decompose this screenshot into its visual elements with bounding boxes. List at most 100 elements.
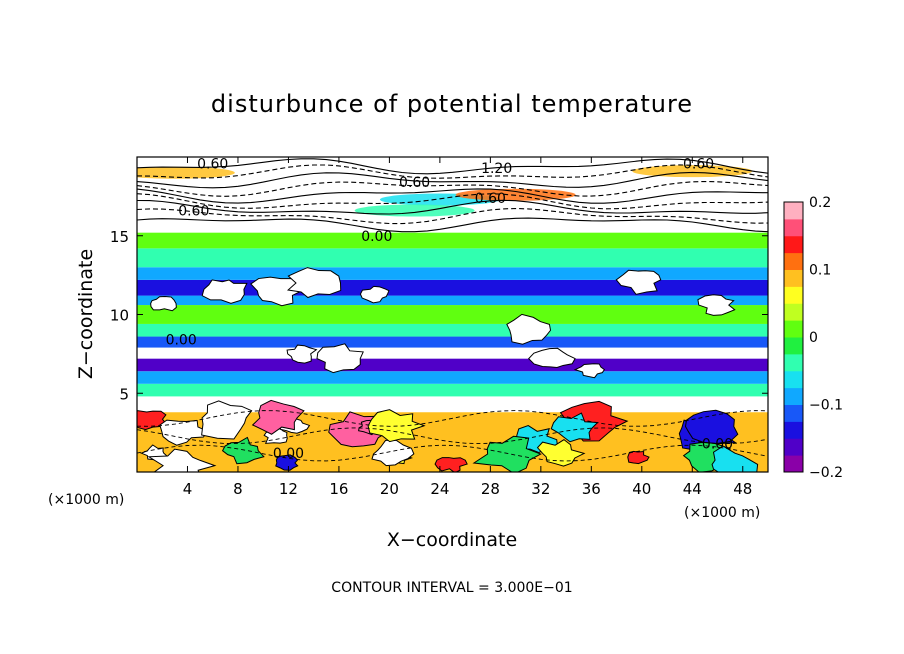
x-tick-label: 16 [329,480,348,498]
x-unit-right: (×1000 m) [684,505,760,521]
contour-label: 1.20 [481,161,512,177]
turbulent-blob [251,399,305,435]
turbulent-blob [147,448,217,472]
white-patch [697,294,736,316]
turbulent-blob [711,445,759,472]
turbulent-blob [201,400,253,440]
contour-line [137,199,768,215]
colorbar-tick-label: 0.2 [809,195,831,211]
contour-line [137,193,768,210]
colorbar-swatch [784,421,803,439]
turbulent-blob [536,439,586,467]
colorbar-swatch [784,303,803,321]
contour-line [137,171,768,189]
contour-label: 0.00 [361,229,392,245]
contour-line [137,217,768,233]
band-11 [137,267,768,280]
upper-streak [137,166,235,179]
x-tick-label: 28 [481,480,500,498]
x-tick-label: 48 [733,480,752,498]
colorbar-frame [783,201,804,473]
colorbar-swatch [784,320,803,338]
contour-line [137,180,768,197]
contour-line [137,444,768,462]
x-tick-label: 12 [279,480,298,498]
turbulent-blob [137,410,167,431]
turbulent-blob [371,439,415,467]
band-8 [137,305,768,324]
colorbar-swatch [784,337,803,355]
band-6 [137,336,768,348]
contour-label: 0.60 [475,191,506,207]
y-tick-label: 10 [110,307,129,325]
colorbar-tick-label: 0 [809,330,818,346]
x-tick-label: 32 [531,480,550,498]
x-tick-label: 40 [632,480,651,498]
colorbar-swatch [784,438,803,456]
contour-label: 0.60 [683,156,714,172]
contour-line [137,427,768,445]
white-patch [573,363,606,379]
colorbar-swatch [784,353,803,372]
y-tick-label: 5 [119,385,129,403]
colorbar-tick-label: −0.2 [809,465,843,481]
contour-label: 0.60 [399,175,430,191]
colorbar-swatch [784,286,803,304]
white-patch [201,279,248,304]
colorbar: 0.2 0.1 0 −0.1 −0.2 [783,195,843,481]
turbulent-blob [221,436,265,465]
colorbar-swatch [784,387,803,405]
contour-label: 0.00 [702,437,733,453]
x-tick-label: 4 [183,480,193,498]
band-4 [137,358,768,372]
white-patch [359,285,390,304]
turbulent-blob [627,450,650,465]
y-axis-label: Z−coordinate [75,249,97,379]
x-tick-label: 24 [430,480,449,498]
turbulent-blob [550,412,599,443]
colorbar-swatch [784,202,803,220]
colorbar-swatch [784,404,803,422]
x-unit-left: (×1000 m) [48,492,124,508]
turbulent-blob [367,409,426,443]
x-axis-label: X−coordinate [387,529,517,551]
white-patch [250,276,303,307]
contour-line [137,410,768,427]
colorbar-swatch [784,269,803,287]
colorbar-tick-label: −0.1 [809,398,843,414]
colorbar-swatch [784,370,803,389]
turbulent-blob [472,435,542,472]
x-tick-label: 8 [233,480,243,498]
contour-line [137,207,768,225]
contour-label: 0.60 [178,204,209,220]
colorbar-swatch [784,218,803,237]
turbulent-blob [434,457,468,472]
white-patch [286,344,318,364]
white-patch [286,267,342,299]
contour-label: 0.60 [197,156,228,172]
y-tick-label: 15 [110,228,129,246]
contour-interval-note: CONTOUR INTERVAL = 3.000E−01 [331,580,572,596]
band-12 [137,248,768,268]
band-5 [137,347,768,359]
white-patch [150,295,177,312]
contour-label: 0.00 [166,333,197,349]
contour-line [137,188,768,204]
white-patch [615,269,662,295]
colorbar-tick-label: 0.1 [809,263,831,279]
chart-title: disturbunce of potential temperature [211,90,693,118]
white-patch [527,347,576,369]
colorbar-swatch [784,235,803,254]
white-patch [316,343,364,374]
contour-line [137,164,768,179]
colorbar-swatch [784,252,803,270]
x-tick-label: 20 [380,480,399,498]
white-patch [506,313,552,345]
upper-streak [354,204,475,217]
band-13 [137,232,768,249]
band-7 [137,323,768,337]
band-2 [137,383,768,397]
band-9 [137,295,768,306]
band-3 [137,371,768,384]
